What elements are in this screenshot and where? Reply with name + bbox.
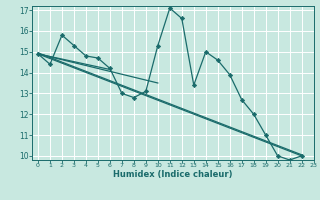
X-axis label: Humidex (Indice chaleur): Humidex (Indice chaleur) bbox=[113, 170, 233, 179]
